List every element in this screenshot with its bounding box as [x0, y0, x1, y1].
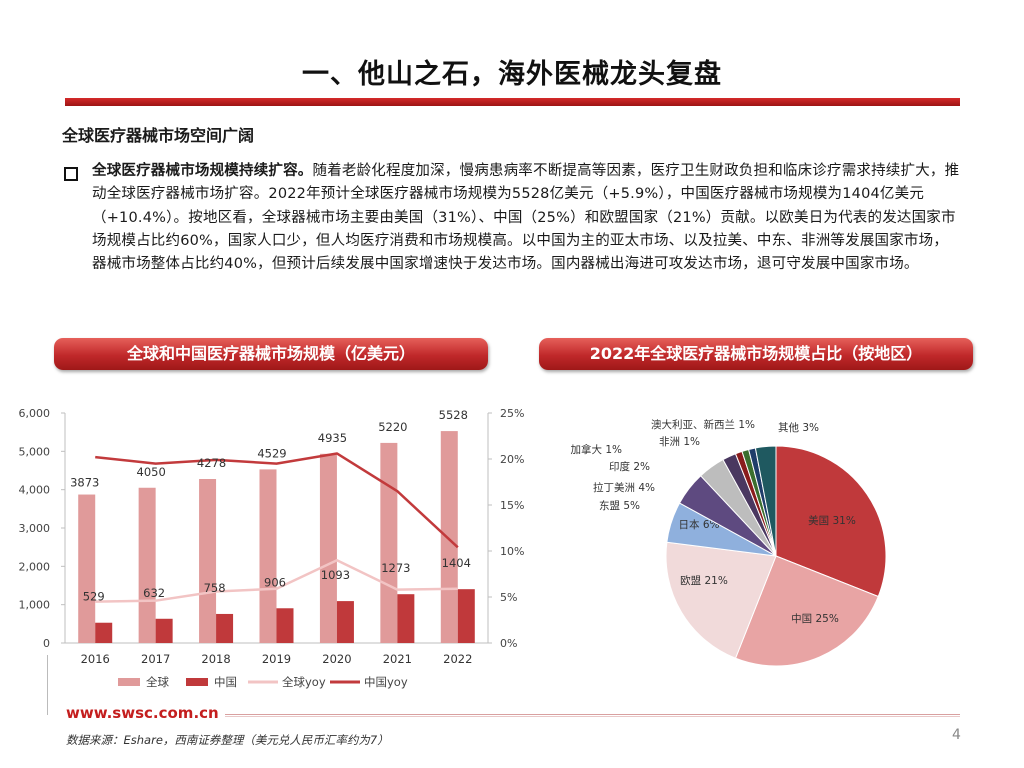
pie-label: 加拿大 1% [571, 443, 623, 456]
data-label-china: 906 [264, 575, 286, 589]
y-tick-left: 2,000 [19, 560, 51, 573]
y-tick-right: 10% [500, 545, 524, 558]
x-tick-label: 2016 [81, 652, 110, 666]
data-label-global: 4278 [197, 456, 226, 470]
x-tick-label: 2017 [141, 652, 170, 666]
footer-rule [225, 714, 960, 715]
data-label-global: 3873 [70, 476, 99, 490]
x-tick-label: 2018 [201, 652, 230, 666]
page-number: 4 [952, 727, 961, 743]
line-china-yoy [95, 452, 459, 549]
footer-divider-vertical [47, 655, 48, 715]
page-title: 一、他山之石，海外医械龙头复盘 [302, 59, 722, 90]
pie-label: 东盟 5% [599, 499, 640, 512]
chart-banner-right: 2022年全球医疗器械市场规模占比（按地区） [539, 338, 973, 370]
line-global-yoy [95, 558, 458, 603]
legend-swatch [186, 678, 208, 686]
y-tick-right: 25% [500, 407, 524, 420]
pie-label: 澳大利亚、新西兰 1% [651, 418, 755, 431]
data-label-global: 4050 [137, 465, 166, 479]
legend-swatch [118, 678, 140, 686]
footer-rule-secondary [225, 716, 960, 717]
y-tick-right: 15% [500, 499, 524, 512]
legend-label: 中国 [214, 675, 237, 689]
y-tick-left: 4,000 [19, 484, 51, 497]
legend-label: 中国yoy [364, 675, 408, 689]
bar-china [397, 594, 415, 643]
title-underline [65, 98, 960, 106]
bar-china [457, 589, 475, 643]
y-tick-left: 6,000 [19, 407, 51, 420]
pie-label: 欧盟 21% [680, 575, 728, 587]
x-tick-label: 2022 [443, 652, 472, 666]
bar-global [78, 494, 96, 643]
bullet-square-icon [64, 167, 78, 181]
pie-slice [734, 555, 879, 667]
y-tick-left: 3,000 [19, 522, 51, 535]
y-tick-left: 0 [43, 637, 50, 650]
bar-china [155, 618, 173, 643]
body-paragraph: 全球医疗器械市场规模持续扩容。随着老龄化程度加深，慢病患病率不断提高等因素，医疗… [92, 160, 960, 276]
pie-label: 中国 25% [791, 612, 839, 625]
data-label-global: 4935 [318, 431, 347, 445]
chart-banner-left: 全球和中国医疗器械市场规模（亿美元） [54, 338, 488, 370]
legend-label: 全球 [146, 675, 169, 689]
section-subheading: 全球医疗器械市场空间广阔 [62, 126, 255, 145]
bar-china [336, 601, 354, 643]
y-tick-left: 1,000 [19, 599, 51, 612]
paragraph-body: 随着老龄化程度加深，慢病患病率不断提高等因素，医疗卫生财政负担和临床诊疗需求持续… [92, 163, 960, 273]
x-tick-label: 2019 [262, 652, 291, 666]
x-tick-label: 2020 [322, 652, 351, 666]
data-label-global: 5528 [439, 408, 468, 422]
y-tick-right: 5% [500, 591, 517, 604]
data-label-china: 758 [204, 581, 226, 595]
bar-global [380, 442, 398, 643]
pie-slice [665, 541, 777, 659]
pie-label: 非洲 1% [659, 436, 700, 448]
data-label-china: 529 [83, 590, 105, 604]
bar-china [95, 622, 113, 643]
bar-china [216, 613, 234, 643]
bar-global [259, 469, 277, 643]
data-label-china: 1273 [381, 561, 410, 575]
x-tick-label: 2021 [383, 652, 412, 666]
bar-global [199, 479, 217, 643]
paragraph-bold-lead: 全球医疗器械市场规模持续扩容。 [92, 163, 313, 179]
y-tick-right: 20% [500, 453, 524, 466]
pie-label: 日本 6% [679, 518, 720, 531]
pie-slice [754, 445, 777, 557]
legend-label: 全球yoy [282, 675, 326, 689]
pie-slice [775, 445, 887, 598]
pie-label: 美国 31% [808, 514, 856, 527]
pie-label: 其他 3% [778, 421, 819, 434]
bar-global [138, 487, 156, 643]
y-tick-right: 0% [500, 637, 517, 650]
bar-global [319, 453, 337, 643]
pie-label: 印度 2% [609, 460, 650, 473]
data-label-global: 4529 [257, 446, 286, 460]
region-share-pie-chart: 美国 31% 中国 25% 欧盟 21% 日本 6% 东盟 5% 拉丁美洲 4% 印度 2%… [571, 418, 887, 667]
footer-website: www.swsc.com.cn [66, 704, 219, 722]
pie-label: 拉丁美洲 4% [593, 481, 655, 494]
y-tick-left: 5,000 [19, 445, 51, 458]
bar-global [440, 431, 458, 643]
data-label-china: 1093 [321, 568, 350, 582]
data-label-china: 1404 [442, 556, 471, 570]
data-label-china: 632 [143, 586, 165, 600]
bar-china [276, 608, 294, 643]
market-size-combo-chart: 0 1,000 2,000 3,000 4,000 5,000 6,000 0% 5% 10% 15… [19, 407, 525, 689]
data-source-note: 数据来源：Eshare，西南证券整理（美元兑人民币汇率约为7） [66, 733, 389, 747]
data-label-global: 5220 [378, 420, 407, 434]
